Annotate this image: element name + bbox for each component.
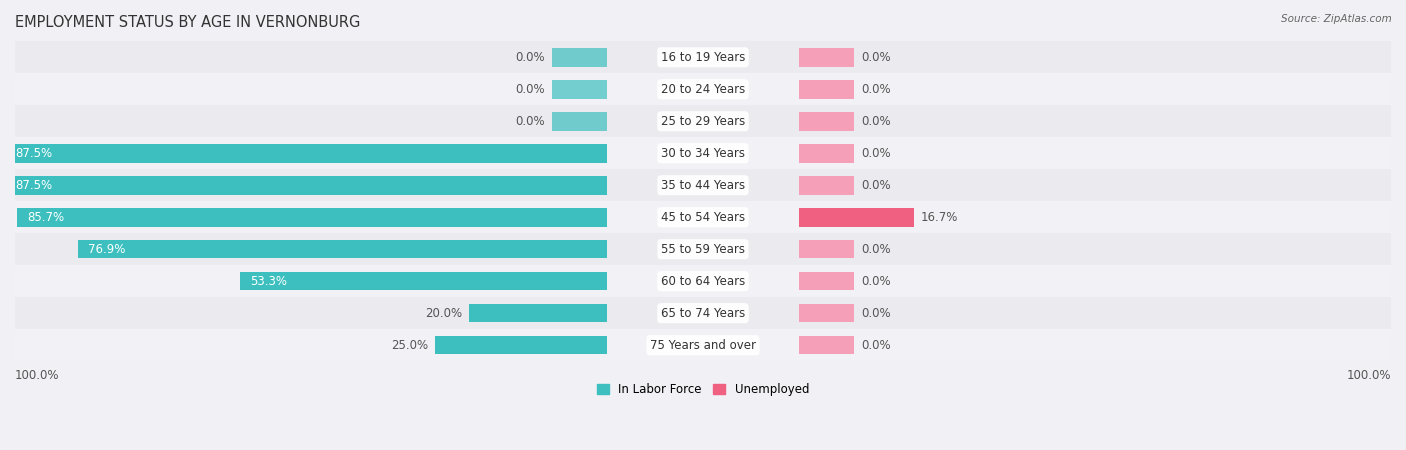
Bar bbox=[15, 169, 1391, 201]
Text: 20 to 24 Years: 20 to 24 Years bbox=[661, 83, 745, 96]
Bar bbox=[15, 265, 1391, 297]
Text: 100.0%: 100.0% bbox=[15, 369, 59, 382]
Text: 0.0%: 0.0% bbox=[515, 115, 544, 128]
Text: Source: ZipAtlas.com: Source: ZipAtlas.com bbox=[1281, 14, 1392, 23]
Bar bbox=[470, 304, 606, 323]
Text: 25.0%: 25.0% bbox=[391, 339, 427, 351]
Bar bbox=[17, 208, 606, 226]
Text: 45 to 54 Years: 45 to 54 Years bbox=[661, 211, 745, 224]
Bar bbox=[800, 272, 855, 290]
Text: 65 to 74 Years: 65 to 74 Years bbox=[661, 307, 745, 320]
Bar bbox=[800, 304, 855, 323]
Text: 0.0%: 0.0% bbox=[515, 51, 544, 64]
Text: 0.0%: 0.0% bbox=[862, 147, 891, 160]
Text: 20.0%: 20.0% bbox=[425, 307, 463, 320]
Bar bbox=[800, 208, 914, 226]
Bar bbox=[800, 112, 855, 130]
Text: 0.0%: 0.0% bbox=[862, 115, 891, 128]
Bar bbox=[800, 336, 855, 355]
Bar bbox=[15, 41, 1391, 73]
Text: 76.9%: 76.9% bbox=[89, 243, 125, 256]
Text: 0.0%: 0.0% bbox=[862, 339, 891, 351]
Text: EMPLOYMENT STATUS BY AGE IN VERNONBURG: EMPLOYMENT STATUS BY AGE IN VERNONBURG bbox=[15, 15, 360, 30]
Bar bbox=[240, 272, 606, 290]
Text: 55 to 59 Years: 55 to 59 Years bbox=[661, 243, 745, 256]
Text: 35 to 44 Years: 35 to 44 Years bbox=[661, 179, 745, 192]
Bar bbox=[15, 201, 1391, 233]
Text: 16.7%: 16.7% bbox=[921, 211, 959, 224]
Bar bbox=[434, 336, 606, 355]
Bar bbox=[15, 329, 1391, 361]
Bar bbox=[800, 48, 855, 67]
Text: 87.5%: 87.5% bbox=[15, 147, 52, 160]
Text: 0.0%: 0.0% bbox=[515, 83, 544, 96]
Text: 0.0%: 0.0% bbox=[862, 83, 891, 96]
Text: 0.0%: 0.0% bbox=[862, 243, 891, 256]
Bar bbox=[800, 240, 855, 258]
Text: 75 Years and over: 75 Years and over bbox=[650, 339, 756, 351]
Text: 100.0%: 100.0% bbox=[1347, 369, 1391, 382]
Bar bbox=[551, 80, 606, 99]
Text: 53.3%: 53.3% bbox=[250, 274, 287, 288]
Text: 25 to 29 Years: 25 to 29 Years bbox=[661, 115, 745, 128]
Bar bbox=[15, 105, 1391, 137]
Bar bbox=[15, 137, 1391, 169]
Bar bbox=[15, 73, 1391, 105]
Bar bbox=[4, 176, 606, 194]
Bar bbox=[4, 144, 606, 162]
Legend: In Labor Force, Unemployed: In Labor Force, Unemployed bbox=[592, 378, 814, 401]
Bar bbox=[77, 240, 606, 258]
Text: 87.5%: 87.5% bbox=[15, 179, 52, 192]
Bar bbox=[800, 144, 855, 162]
Bar bbox=[15, 233, 1391, 265]
Text: 0.0%: 0.0% bbox=[862, 179, 891, 192]
Text: 16 to 19 Years: 16 to 19 Years bbox=[661, 51, 745, 64]
Text: 60 to 64 Years: 60 to 64 Years bbox=[661, 274, 745, 288]
Text: 0.0%: 0.0% bbox=[862, 274, 891, 288]
Bar bbox=[800, 80, 855, 99]
Text: 0.0%: 0.0% bbox=[862, 307, 891, 320]
Bar bbox=[551, 48, 606, 67]
Text: 0.0%: 0.0% bbox=[862, 51, 891, 64]
Bar bbox=[551, 112, 606, 130]
Text: 85.7%: 85.7% bbox=[27, 211, 65, 224]
Bar bbox=[15, 297, 1391, 329]
Bar bbox=[800, 176, 855, 194]
Text: 30 to 34 Years: 30 to 34 Years bbox=[661, 147, 745, 160]
